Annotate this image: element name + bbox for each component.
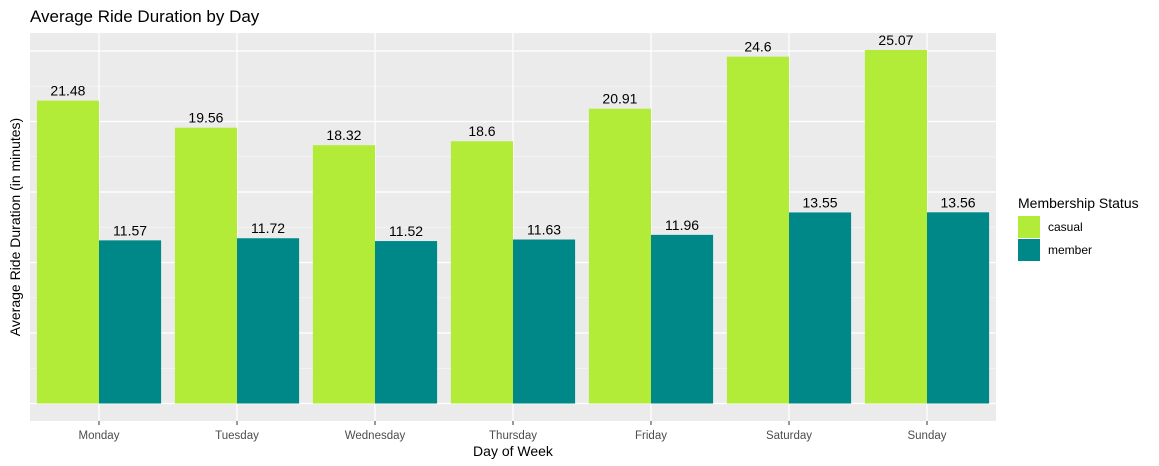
x-tick-label-sunday: Sunday (907, 430, 946, 442)
data-labels: 21.48 19.56 18.32 18.6 20.91 24.6 25.07 11.57 11… (50, 32, 975, 239)
x-tick-label-friday: Friday (635, 430, 667, 442)
bar-member-thursday (513, 239, 576, 404)
data-label-casual-tuesday: 19.56 (188, 110, 223, 126)
data-label-casual-saturday: 24.6 (744, 39, 771, 55)
bar-member-saturday (789, 212, 852, 404)
bar-member-sunday (927, 212, 990, 404)
legend-key-member (1018, 239, 1040, 261)
chart-title: Average Ride Duration by Day (30, 7, 260, 26)
data-label-casual-thursday: 18.6 (468, 123, 495, 139)
bar-casual-saturday (726, 56, 789, 404)
x-tick-label-wednesday: Wednesday (345, 430, 406, 442)
bar-member-friday (651, 234, 714, 404)
bar-casual-sunday (864, 50, 927, 404)
legend-key-casual (1018, 216, 1040, 238)
x-tick-label-monday: Monday (79, 430, 120, 442)
legend-title: Membership Status (1018, 195, 1139, 211)
y-axis-title: Average Ride Duration (in minutes) (7, 118, 23, 336)
legend-label-casual: casual (1048, 220, 1083, 234)
bar-casual-friday (588, 108, 651, 404)
bar-member-monday (99, 240, 162, 404)
data-label-member-friday: 11.96 (665, 217, 699, 233)
data-label-member-thursday: 11.63 (527, 222, 561, 238)
data-label-member-wednesday: 11.52 (389, 223, 423, 239)
bar-casual-tuesday (174, 127, 237, 404)
legend-label-member: member (1048, 243, 1092, 257)
data-label-casual-monday: 21.48 (50, 83, 85, 99)
data-label-member-monday: 11.57 (113, 222, 147, 238)
bar-member-wednesday (375, 241, 438, 404)
x-axis-title: Day of Week (473, 443, 554, 459)
x-tick-label-saturday: Saturday (766, 430, 812, 442)
data-label-casual-sunday: 25.07 (878, 32, 913, 48)
bar-member-tuesday (237, 238, 300, 404)
data-label-member-tuesday: 11.72 (251, 220, 285, 236)
data-label-casual-wednesday: 18.32 (326, 127, 361, 143)
legend: Membership Status casual member (1018, 195, 1139, 261)
bar-casual-monday (36, 100, 99, 404)
x-tick-label-tuesday: Tuesday (215, 430, 259, 442)
x-axis-ticks: Monday Tuesday Wednesday Thursday Friday Satu… (79, 421, 947, 442)
x-tick-label-thursday: Thursday (489, 430, 537, 442)
data-label-member-sunday: 13.56 (941, 194, 976, 210)
data-label-casual-friday: 20.91 (602, 91, 637, 107)
data-label-member-saturday: 13.55 (803, 194, 838, 210)
bars (36, 50, 990, 404)
bar-casual-thursday (450, 141, 513, 404)
bar-casual-wednesday (312, 145, 375, 404)
